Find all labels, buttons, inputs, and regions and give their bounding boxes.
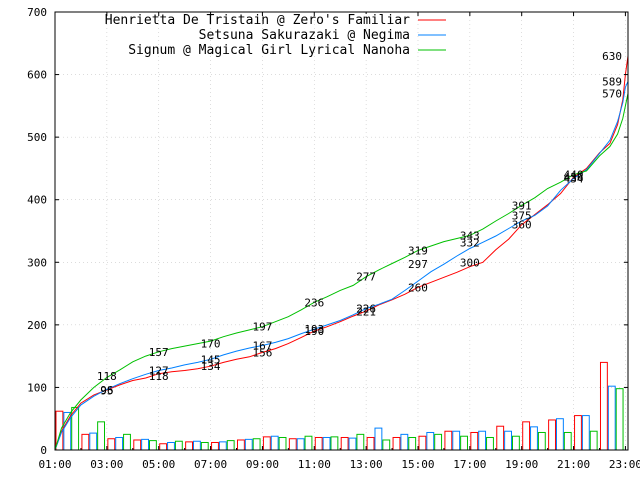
y-tick-label: 700 [27, 6, 47, 19]
data-label: 440 [564, 169, 584, 182]
x-tick-label: 05:00 [142, 458, 175, 471]
data-label: 156 [252, 346, 272, 359]
legend: Henrietta De Tristain @ Zero's FamiliarS… [105, 13, 446, 58]
y-tick-label: 300 [27, 256, 47, 269]
x-tick-label: 15:00 [401, 458, 434, 471]
data-label: 630 [602, 50, 622, 63]
data-label: 436 [564, 171, 584, 184]
data-label: 167 [252, 340, 272, 353]
data-label: 300 [460, 256, 480, 269]
data-label: 360 [512, 219, 532, 232]
y-tick-label: 200 [27, 319, 47, 332]
series-lines [54, 55, 629, 451]
data-label: 343 [460, 229, 480, 242]
legend-backdrop [364, 14, 416, 27]
data-label: 332 [460, 236, 480, 249]
data-label: 319 [408, 244, 428, 257]
x-tick-label: 23:00 [609, 458, 640, 471]
x-tick-label: 09:00 [246, 458, 279, 471]
data-label: 190 [304, 325, 324, 338]
x-tick-label: 17:00 [453, 458, 486, 471]
data-label: 226 [356, 303, 376, 316]
data-label: 391 [512, 199, 532, 212]
legend-label: Setsuna Sakurazaki @ Negima [199, 28, 410, 43]
y-tick-label: 400 [27, 194, 47, 207]
legend-label: Henrietta De Tristain @ Zero's Familiar [105, 13, 410, 28]
plot-frame [54, 11, 629, 451]
data-label: 260 [408, 281, 428, 294]
data-label: 197 [252, 321, 272, 334]
x-axis-ticks: 01:00 03:00 05:00 07:00 09:00 11:00 13:00 15:00… [38, 12, 640, 471]
data-label: 118 [149, 370, 169, 383]
legend-backdrop [364, 29, 416, 42]
y-tick-label: 100 [27, 381, 47, 394]
data-label: 170 [201, 338, 221, 351]
data-label: 134 [201, 360, 221, 373]
legend-label: Signum @ Magical Girl Lyrical Nanoha [128, 43, 410, 58]
x-tick-label: 07:00 [194, 458, 227, 471]
data-label: 145 [201, 353, 221, 366]
x-tick-label: 13:00 [350, 458, 383, 471]
series-line [54, 93, 629, 451]
data-label: 157 [149, 346, 169, 359]
y-tick-label: 500 [27, 131, 47, 144]
data-label: 96 [100, 384, 113, 397]
data-label: 127 [149, 365, 169, 378]
data-label: 297 [408, 258, 428, 271]
x-tick-label: 03:00 [90, 458, 123, 471]
series-line [54, 55, 629, 451]
data-label: 375 [512, 209, 532, 222]
x-tick-label: 01:00 [38, 458, 71, 471]
data-label: 95 [100, 385, 113, 398]
data-label: 277 [356, 271, 376, 284]
data-label: 589 [602, 75, 622, 88]
data-label: 236 [304, 296, 324, 309]
data-label: 118 [97, 370, 117, 383]
data-label: 193 [304, 323, 324, 336]
y-tick-label: 0 [40, 444, 47, 457]
y-tick-label: 600 [27, 69, 47, 82]
legend-backdrop [364, 44, 416, 57]
x-tick-label: 11:00 [298, 458, 331, 471]
y-axis-ticks: 0 100 200 300 400 500 600 700 [27, 6, 628, 457]
x-tick-label: 21:00 [557, 458, 590, 471]
data-label: 570 [602, 87, 622, 100]
data-label: 434 [564, 172, 584, 185]
series-line [54, 81, 629, 451]
data-label: 221 [356, 306, 376, 319]
x-tick-label: 19:00 [505, 458, 538, 471]
